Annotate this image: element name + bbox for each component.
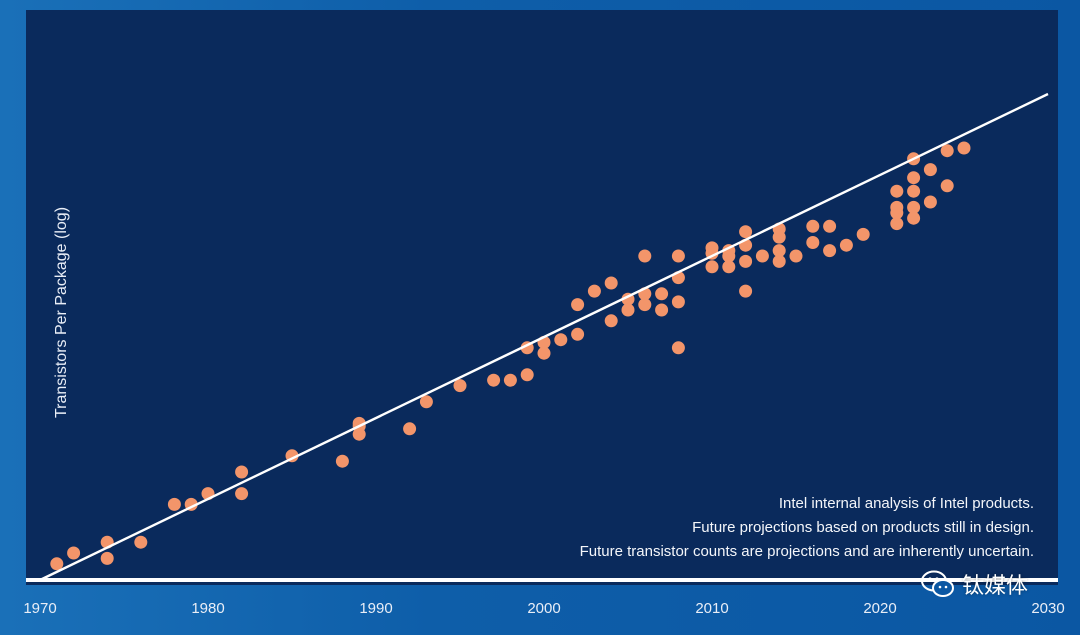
data-point xyxy=(907,171,921,185)
data-point xyxy=(134,535,148,549)
data-point xyxy=(957,141,971,155)
data-point xyxy=(638,249,652,263)
data-point xyxy=(621,303,635,317)
data-point xyxy=(604,276,618,290)
watermark: 钛媒体 xyxy=(920,567,1028,601)
data-point xyxy=(890,217,904,231)
x-axis-ticks: 1970 1980 1990 2000 2010 2020 2030 xyxy=(23,600,1064,617)
note-line-1: Intel internal analysis of Intel product… xyxy=(779,495,1034,512)
data-point xyxy=(403,422,417,436)
data-point xyxy=(604,314,618,328)
data-point xyxy=(772,244,786,258)
data-point xyxy=(839,238,853,252)
data-point xyxy=(705,241,719,255)
data-point xyxy=(335,454,349,468)
data-point xyxy=(806,219,820,233)
data-point xyxy=(722,260,736,274)
y-axis-label: Transistors Per Package (log) xyxy=(53,207,70,418)
x-tick-label: 1980 xyxy=(191,600,224,617)
data-point xyxy=(167,497,181,511)
data-point xyxy=(923,195,937,209)
data-point xyxy=(235,465,249,479)
data-point xyxy=(419,395,433,409)
data-point xyxy=(739,284,753,298)
data-point xyxy=(554,333,568,347)
watermark-text: 钛媒体 xyxy=(962,574,1029,599)
note-line-3: Future transistor counts are projections… xyxy=(580,543,1034,560)
note-line-2: Future projections based on products sti… xyxy=(692,519,1034,536)
data-point xyxy=(923,163,937,177)
data-point xyxy=(907,211,921,225)
data-point xyxy=(235,487,249,501)
data-point xyxy=(587,284,601,298)
data-point xyxy=(940,144,954,158)
data-point xyxy=(671,341,685,355)
wechat-icon xyxy=(921,570,954,597)
data-point xyxy=(671,295,685,309)
data-point xyxy=(705,260,719,274)
data-point xyxy=(890,200,904,214)
x-tick-label: 2020 xyxy=(863,600,896,617)
x-tick-label: 2030 xyxy=(1031,600,1064,617)
data-point xyxy=(571,327,585,341)
data-point xyxy=(67,546,81,560)
data-point xyxy=(856,227,870,241)
data-point xyxy=(638,298,652,312)
data-point xyxy=(789,249,803,263)
data-point xyxy=(50,557,64,571)
data-point xyxy=(537,346,551,360)
data-point xyxy=(571,298,585,312)
data-point xyxy=(890,184,904,198)
x-tick-label: 2000 xyxy=(527,600,560,617)
x-tick-label: 2010 xyxy=(695,600,728,617)
data-point xyxy=(823,219,837,233)
data-points xyxy=(50,141,971,571)
x-tick-label: 1990 xyxy=(359,600,392,617)
chart-panel xyxy=(26,10,1058,585)
data-point xyxy=(806,236,820,249)
data-point xyxy=(940,179,954,193)
data-point xyxy=(739,225,753,239)
data-point xyxy=(487,373,501,387)
trend-line xyxy=(39,92,1049,582)
data-point xyxy=(739,254,753,268)
data-point xyxy=(100,551,114,565)
data-point xyxy=(503,373,517,387)
data-point xyxy=(772,254,786,268)
data-point xyxy=(755,249,769,263)
data-point xyxy=(655,287,669,301)
data-point xyxy=(671,249,685,263)
chart-notes: Intel internal analysis of Intel product… xyxy=(580,495,1034,560)
data-point xyxy=(907,200,921,214)
data-point xyxy=(520,368,534,382)
data-point xyxy=(907,184,921,198)
data-point xyxy=(655,303,669,317)
data-point xyxy=(823,244,837,258)
x-tick-label: 1970 xyxy=(23,600,56,617)
data-point xyxy=(453,379,467,393)
